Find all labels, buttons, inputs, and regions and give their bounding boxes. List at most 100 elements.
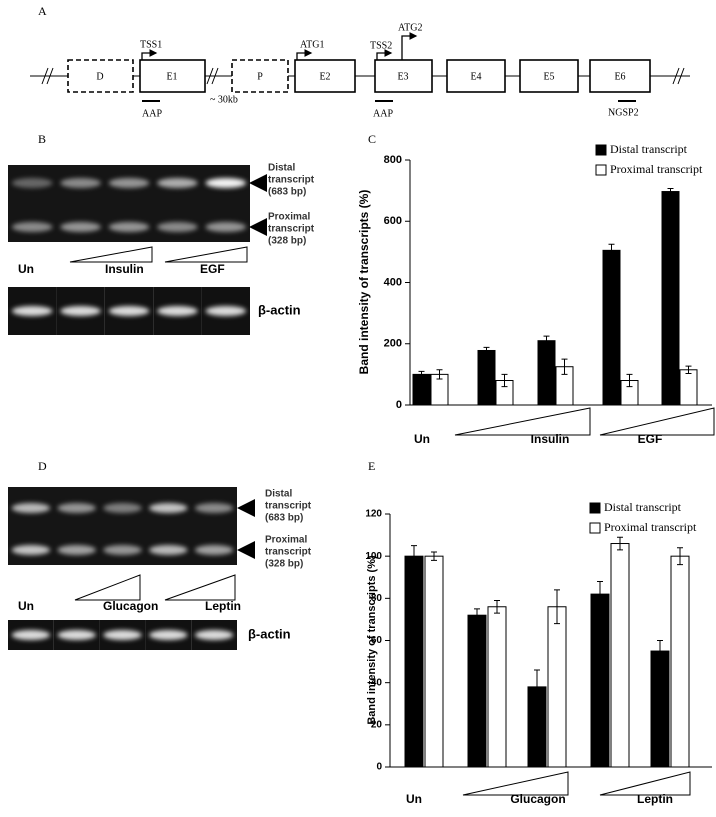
dose-triangle	[74, 574, 141, 601]
error-bar	[411, 545, 417, 568]
panel-label: C	[368, 132, 376, 146]
site-label: TSS1	[140, 39, 162, 50]
control-label: β-actin	[248, 626, 291, 641]
dose-triangle	[164, 246, 248, 263]
gel-band	[11, 503, 51, 513]
x-tick-label: Un	[414, 432, 430, 446]
gel-band	[11, 545, 51, 555]
treatment-label: EGF	[638, 432, 663, 446]
primer-label: AAP	[373, 108, 393, 119]
lane-label: Glucagon	[103, 599, 158, 613]
gel-band	[11, 178, 53, 188]
bar	[467, 614, 487, 768]
error-bar	[597, 580, 603, 608]
y-tick-label: 600	[384, 215, 402, 227]
actin-band	[108, 306, 150, 316]
bar	[547, 606, 567, 768]
bar	[679, 369, 698, 406]
site-label: TSS2	[370, 40, 392, 51]
y-axis-label: Band intensity of transcripts (%)	[366, 555, 378, 725]
bar	[412, 373, 431, 406]
exon-label: E1	[166, 71, 177, 82]
actin-band	[149, 630, 188, 640]
error-bar	[431, 551, 437, 561]
bar	[404, 555, 424, 768]
exon-box	[589, 59, 651, 93]
band-label: transcript	[265, 547, 312, 558]
y-tick-label: 0	[396, 399, 402, 411]
error-bar	[554, 589, 560, 625]
gel-band	[60, 222, 101, 232]
gene-diagram: A D E1 P E2 E3 E4 E5 E6 TSS1 ATG1 TSS2 A…	[30, 4, 690, 119]
error-bar	[483, 346, 490, 355]
lane-label: Insulin	[105, 262, 144, 276]
exon-box	[231, 59, 289, 93]
y-tick-label: 0	[376, 762, 382, 773]
error-bar	[534, 669, 540, 705]
error-bar	[685, 365, 692, 374]
dose-triangle	[69, 246, 153, 263]
error-bar	[561, 358, 568, 375]
y-tick-label: 400	[384, 276, 402, 288]
y-axis-label: Band intensity of transcripts (%)	[357, 190, 371, 375]
band-label: transcript	[268, 224, 315, 235]
gel-band	[149, 545, 188, 555]
lane-label: Un	[18, 262, 34, 276]
error-bar	[501, 373, 508, 388]
bar	[670, 555, 690, 768]
primer-label: NGSP2	[608, 107, 639, 118]
treatment-label: Glucagon	[510, 792, 565, 806]
actin-band	[57, 630, 96, 640]
dose-triangle	[599, 771, 691, 796]
actin-band	[157, 306, 198, 316]
exon-box	[294, 59, 356, 93]
legend-swatch	[589, 502, 601, 514]
gel-band	[108, 222, 150, 232]
y-tick-label: 40	[371, 677, 383, 688]
bar	[602, 249, 621, 406]
gel-band	[57, 545, 96, 555]
primer-label: AAP	[142, 108, 162, 119]
exon-label: D	[96, 71, 103, 82]
panel-label: A	[38, 4, 47, 18]
legend-swatch	[595, 144, 607, 156]
y-tick-label: 100	[365, 551, 382, 562]
lane-label: Un	[18, 599, 34, 613]
gel-band	[103, 545, 142, 555]
gel-band	[157, 222, 198, 232]
bar	[590, 593, 610, 768]
error-bar	[626, 373, 633, 388]
legend-label: Proximal transcript	[604, 520, 697, 534]
bar	[661, 191, 680, 406]
y-tick-label: 60	[371, 635, 383, 646]
legend-label: Distal transcript	[604, 500, 682, 514]
gel-band	[11, 222, 53, 232]
y-tick-label: 200	[384, 338, 402, 350]
actin-band	[194, 630, 234, 640]
exon-box	[67, 59, 134, 93]
band-label: (328 bp)	[265, 559, 303, 570]
site-label: ATG2	[398, 22, 422, 33]
actin-band	[103, 630, 142, 640]
break-marks	[41, 67, 685, 85]
exon-label: E6	[614, 71, 625, 82]
legend-swatch	[595, 164, 607, 176]
y-tick-label: 800	[384, 154, 402, 166]
error-bar	[436, 369, 443, 380]
gel-band	[149, 503, 188, 513]
band-label: transcript	[265, 501, 312, 512]
legend-swatch	[589, 522, 601, 534]
band-label: (328 bp)	[268, 236, 306, 247]
error-bar	[657, 640, 663, 663]
y-tick-label: 20	[371, 719, 383, 730]
legend-label: Proximal transcript	[610, 162, 703, 176]
band-label: transcript	[268, 175, 315, 186]
band-label: (683 bp)	[265, 513, 303, 524]
gel-band	[103, 503, 142, 513]
gel-band	[60, 178, 101, 188]
control-label: β-actin	[258, 302, 301, 317]
treatment-label: Leptin	[637, 792, 673, 806]
dose-triangle	[599, 407, 715, 436]
